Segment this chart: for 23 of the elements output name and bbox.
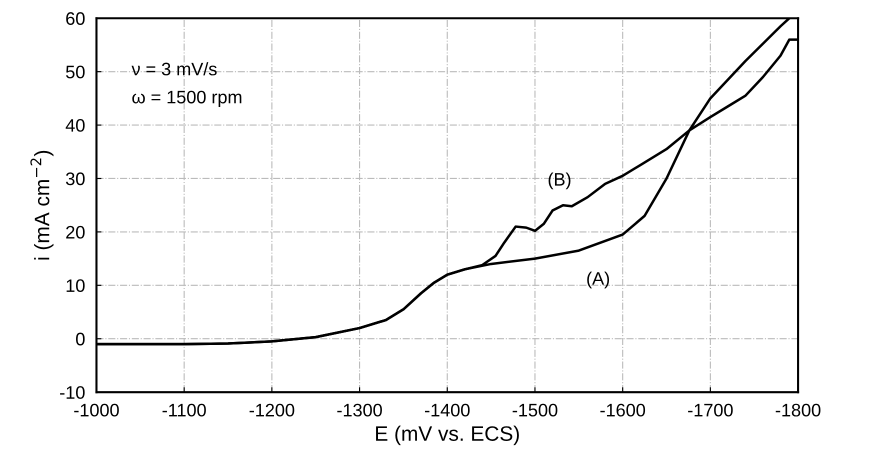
x-tick-label: -1100 [162, 404, 206, 417]
y-tick-label: 60 [66, 12, 85, 25]
y-tick-label: 20 [66, 226, 85, 239]
y-tick-label: 10 [66, 279, 85, 292]
x-axis-title: E (mV vs. ECS) [376, 426, 519, 446]
x-tick-label: -1700 [688, 404, 733, 417]
y-tick-label: -10 [60, 386, 85, 399]
y-tick-label: 50 [66, 66, 85, 78]
y-tick-label: 30 [66, 172, 85, 186]
x-tick-label: -1600 [600, 404, 646, 417]
y-tick-label: 40 [66, 119, 85, 132]
x-tick-label: -1800 [776, 404, 820, 417]
y-axis-title: i (mA cm$^{−2}$) [30, 150, 54, 260]
y-tick-label: 0 [76, 332, 85, 346]
x-tick-label: -1300 [337, 404, 382, 417]
x-tick-label: -1000 [74, 404, 119, 417]
annotation: (B) [548, 172, 570, 190]
annotation: (A) [587, 272, 610, 288]
x-tick-label: -1200 [250, 404, 294, 417]
x-tick-label: -1400 [424, 404, 470, 417]
x-tick-label: -1500 [512, 404, 558, 417]
annotation: ν = 3 mV/s [132, 62, 217, 76]
annotation: ω = 1500 rpm [132, 90, 242, 108]
